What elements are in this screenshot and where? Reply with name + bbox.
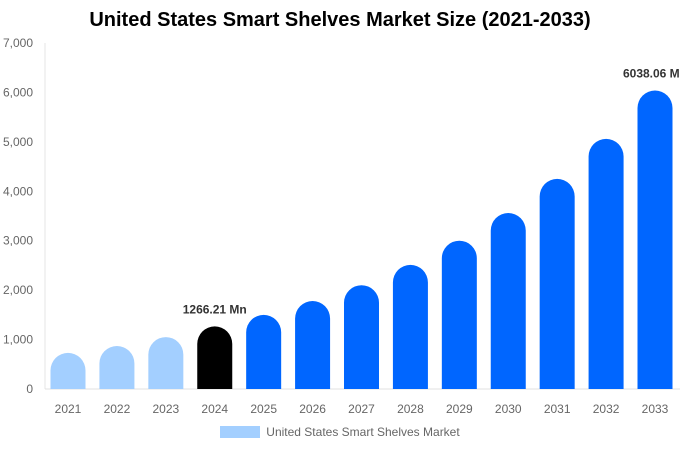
x-tick-label: 2031 xyxy=(544,402,571,416)
x-tick-label: 2028 xyxy=(397,402,424,416)
x-tick-label: 2021 xyxy=(55,402,82,416)
legend-label[interactable]: United States Smart Shelves Market xyxy=(266,425,460,439)
legend: United States Smart Shelves Market xyxy=(0,425,680,439)
bar-2024 xyxy=(197,326,233,389)
bar-2028 xyxy=(392,264,428,389)
x-tick-label: 2033 xyxy=(642,402,669,416)
x-tick-label: 2022 xyxy=(104,402,131,416)
y-tick-label: 3,000 xyxy=(3,234,33,248)
y-tick-label: 7,000 xyxy=(3,36,33,50)
bar-2029 xyxy=(441,240,477,389)
bar-2026 xyxy=(295,301,331,389)
y-tick-label: 0 xyxy=(26,382,33,396)
y-tick-label: 2,000 xyxy=(3,283,33,297)
bar-2031 xyxy=(539,178,575,389)
x-tick-label: 2030 xyxy=(495,402,522,416)
x-tick-label: 2024 xyxy=(201,402,228,416)
bar-2022 xyxy=(99,345,135,389)
x-tick-label: 2027 xyxy=(348,402,375,416)
y-tick-label: 5,000 xyxy=(3,135,33,149)
bar-2030 xyxy=(490,213,526,389)
x-tick-label: 2032 xyxy=(593,402,620,416)
bar-2027 xyxy=(344,285,379,389)
chart-title: United States Smart Shelves Market Size … xyxy=(89,9,591,31)
bar-2025 xyxy=(246,314,282,389)
x-tick-label: 2029 xyxy=(446,402,473,416)
y-tick-label: 1,000 xyxy=(3,333,33,347)
x-tick-label: 2023 xyxy=(152,402,179,416)
bar-2023 xyxy=(148,337,184,389)
legend-swatch xyxy=(220,426,261,438)
data-label-2033: 6038.06 Mn xyxy=(623,67,680,81)
bar-2021 xyxy=(50,352,86,389)
bar-2033 xyxy=(637,90,673,390)
x-tick-label: 2025 xyxy=(250,402,277,416)
x-tick-label: 2026 xyxy=(299,402,326,416)
y-tick-label: 6,000 xyxy=(3,85,33,99)
y-tick-label: 4,000 xyxy=(3,184,33,198)
data-label-2024: 1266.21 Mn xyxy=(183,302,247,316)
bar-2032 xyxy=(588,138,624,389)
